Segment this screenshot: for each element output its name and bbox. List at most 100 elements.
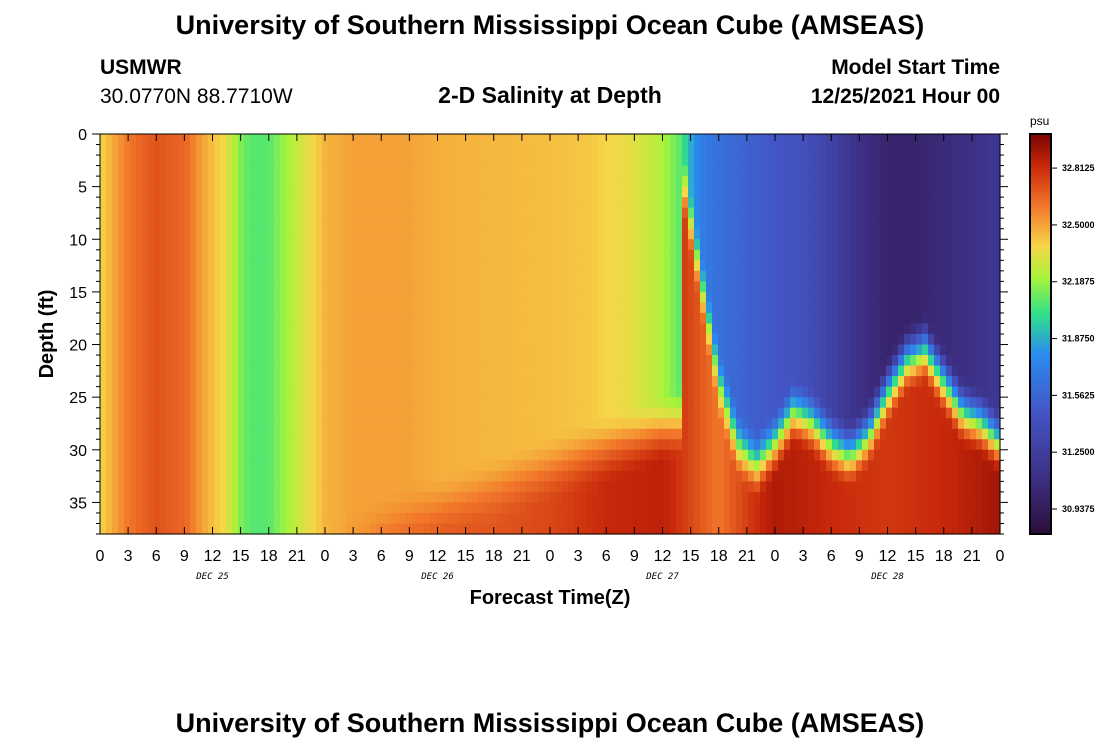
heatmap-cell xyxy=(640,334,647,346)
heatmap-cell xyxy=(412,460,419,472)
heatmap-cell xyxy=(466,197,473,209)
heatmap-cell xyxy=(244,502,251,514)
heatmap-cell xyxy=(232,197,239,209)
heatmap-cell xyxy=(328,260,335,272)
heatmap-cell xyxy=(124,218,131,230)
heatmap-cell xyxy=(418,481,425,493)
heatmap-cell xyxy=(880,155,887,167)
heatmap-cell xyxy=(256,491,263,504)
heatmap-cell xyxy=(880,249,887,261)
heatmap-cell xyxy=(610,491,617,504)
heatmap-cell xyxy=(562,523,569,535)
heatmap-cell xyxy=(322,260,329,272)
heatmap-cell xyxy=(550,355,557,367)
heatmap-cell xyxy=(562,218,569,230)
heatmap-cell xyxy=(850,239,857,251)
heatmap-cell xyxy=(268,302,275,314)
heatmap-cell xyxy=(658,512,665,525)
heatmap-cell xyxy=(178,334,185,346)
heatmap-cell xyxy=(562,323,569,335)
heatmap-cell xyxy=(232,397,239,409)
heatmap-cell xyxy=(418,334,425,346)
heatmap-cell xyxy=(430,418,437,430)
heatmap-cell xyxy=(238,249,245,261)
heatmap-cell xyxy=(616,470,623,482)
heatmap-cell xyxy=(580,218,587,230)
heatmap-cell xyxy=(544,407,551,419)
heatmap-cell xyxy=(400,165,407,177)
heatmap-cell xyxy=(190,407,197,419)
heatmap-cell xyxy=(208,134,215,146)
heatmap-cell xyxy=(664,470,671,482)
heatmap-cell xyxy=(394,355,401,367)
heatmap-cell xyxy=(424,228,431,240)
heatmap-cell xyxy=(814,512,821,525)
heatmap-cell xyxy=(316,281,323,293)
heatmap-cell xyxy=(202,512,209,525)
heatmap-cell xyxy=(106,376,113,388)
heatmap-cell xyxy=(130,502,137,514)
heatmap-cell xyxy=(814,302,821,314)
heatmap-cell xyxy=(730,376,737,388)
heatmap-cell xyxy=(532,249,539,261)
heatmap-cell xyxy=(802,249,809,261)
heatmap-cell xyxy=(400,344,407,356)
heatmap-cell xyxy=(310,439,317,451)
heatmap-cell xyxy=(130,144,137,156)
heatmap-cell xyxy=(370,428,377,440)
heatmap-cell xyxy=(376,144,383,156)
heatmap-cell xyxy=(418,344,425,356)
heatmap-cell xyxy=(844,376,851,388)
heatmap-cell xyxy=(556,428,563,440)
heatmap-cell xyxy=(172,270,179,282)
heatmap-cell xyxy=(244,155,251,167)
heatmap-cell xyxy=(418,270,425,282)
heatmap-cell xyxy=(148,428,155,440)
heatmap-cell xyxy=(466,376,473,388)
heatmap-cell xyxy=(208,523,215,535)
heatmap-cell xyxy=(160,186,167,198)
heatmap-cell xyxy=(478,207,485,219)
heatmap-cell xyxy=(652,323,659,335)
heatmap-cell xyxy=(328,165,335,177)
heatmap-cell xyxy=(472,523,479,535)
heatmap-cell xyxy=(340,155,347,167)
heatmap-cell xyxy=(298,418,305,430)
heatmap-cell xyxy=(640,207,647,219)
heatmap-cell xyxy=(826,397,833,409)
heatmap-cell xyxy=(484,281,491,293)
heatmap-cell xyxy=(274,470,281,482)
heatmap-cell xyxy=(832,344,839,356)
heatmap-cell xyxy=(352,523,359,535)
heatmap-cell xyxy=(568,260,575,272)
heatmap-cell xyxy=(622,418,629,430)
heatmap-cell xyxy=(130,134,137,146)
heatmap-cell xyxy=(298,523,305,535)
heatmap-cell xyxy=(688,186,695,198)
heatmap-cell xyxy=(238,365,245,377)
heatmap-cell xyxy=(526,207,533,219)
heatmap-cell xyxy=(766,260,773,272)
heatmap-cell xyxy=(388,386,395,398)
heatmap-cell xyxy=(466,407,473,419)
heatmap-cell xyxy=(424,523,431,535)
heatmap-cell xyxy=(766,523,773,535)
heatmap-cell xyxy=(700,134,707,146)
heatmap-cell xyxy=(220,218,227,230)
heatmap-cell xyxy=(712,334,719,346)
heatmap-cell xyxy=(316,291,323,304)
heatmap-cell xyxy=(694,197,701,209)
heatmap-cell xyxy=(520,312,527,325)
heatmap-cell xyxy=(124,502,131,514)
heatmap-cell xyxy=(718,155,725,167)
heatmap-cell xyxy=(622,249,629,261)
heatmap-cell xyxy=(100,207,107,219)
heatmap-cell xyxy=(784,481,791,493)
heatmap-cell xyxy=(718,407,725,419)
heatmap-cell xyxy=(694,491,701,504)
heatmap-cell xyxy=(580,418,587,430)
heatmap-cell xyxy=(712,428,719,440)
heatmap-cell xyxy=(730,355,737,367)
heatmap-cell xyxy=(754,460,761,472)
heatmap-cell xyxy=(154,155,161,167)
